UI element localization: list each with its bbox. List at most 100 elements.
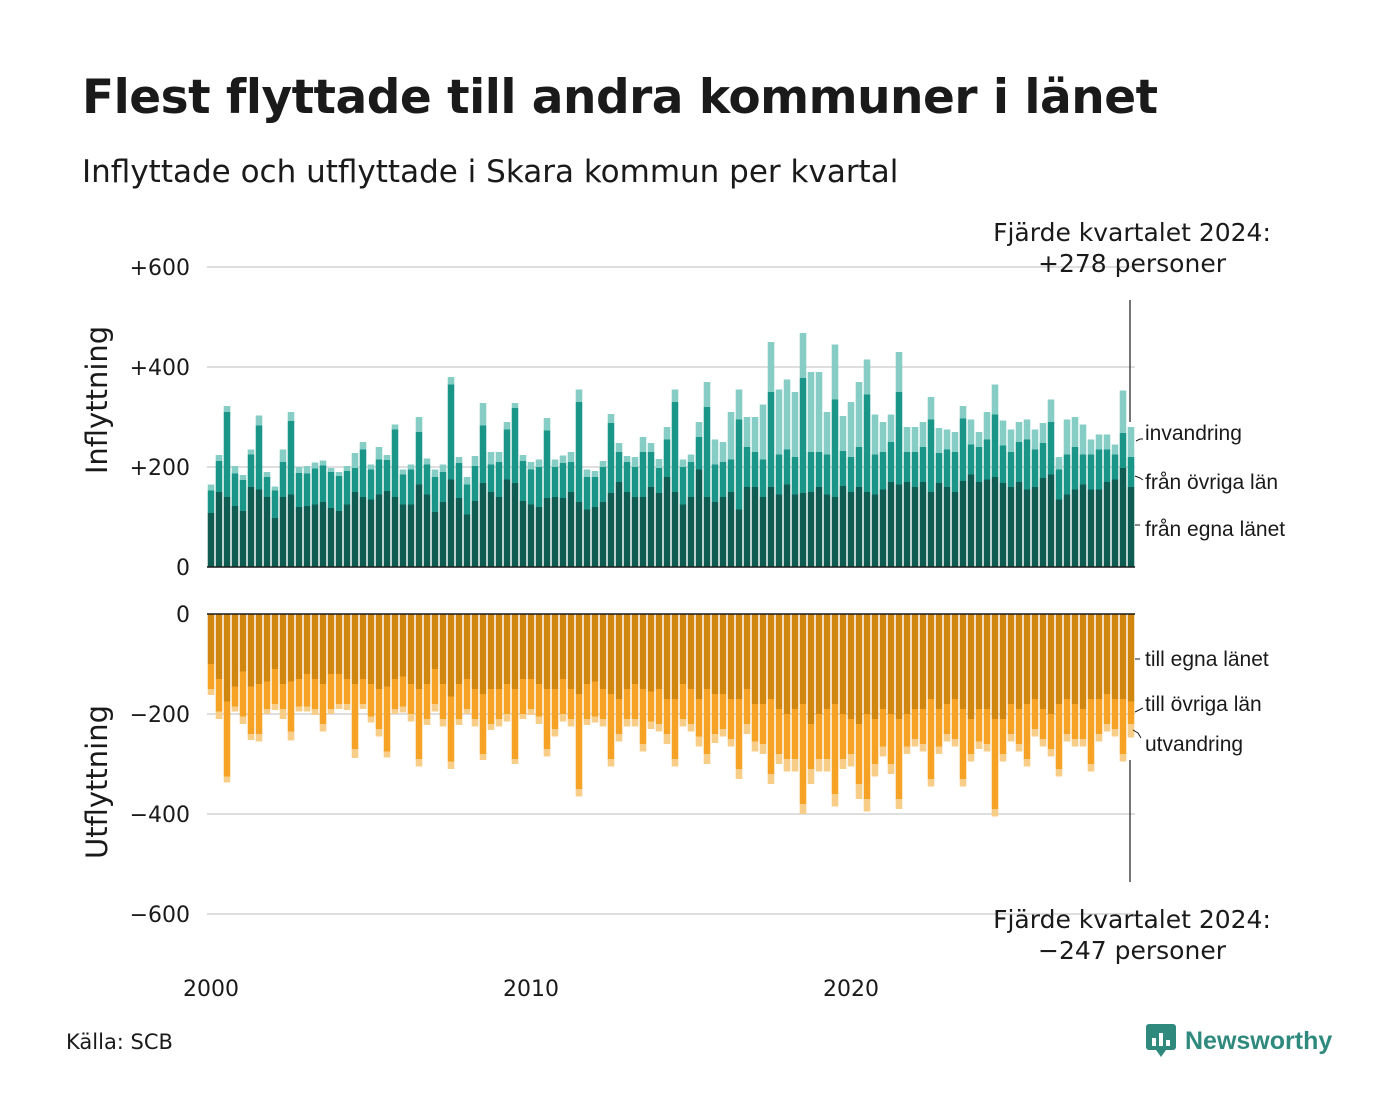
outflow-bar-segment (1119, 614, 1127, 699)
outflow-bar-segment (375, 729, 383, 737)
chart-title: Flest flyttade till andra kommuner i län… (82, 70, 1158, 125)
inflow-bar-segment (391, 429, 399, 497)
outflow-bar-segment (231, 614, 239, 687)
outflow-bar-segment (943, 614, 951, 704)
inflow-bar-segment (407, 504, 415, 567)
inflow-bar-segment (439, 464, 447, 472)
outflow-bar-segment (751, 614, 759, 704)
outflow-bar-segment (239, 716, 247, 724)
inflow-bar-segment (831, 344, 839, 400)
outflow-bar-segment (303, 614, 311, 674)
inflow-bar-segment (1071, 447, 1079, 490)
inflow-bar-segment (383, 491, 391, 567)
inflow-bar-segment (1087, 439, 1095, 455)
outflow-bar-segment (847, 719, 855, 754)
outflow-bar-segment (719, 614, 727, 694)
outflow-bar-segment (1007, 614, 1015, 704)
inflow-bar-segment (615, 452, 623, 482)
y-tick-label: +400 (130, 356, 190, 381)
outflow-bar-segment (1103, 724, 1111, 732)
outflow-bar-segment (903, 746, 911, 754)
y-tick-label: +600 (130, 256, 190, 281)
outflow-bar-segment (1087, 699, 1095, 764)
outflow-bar-segment (263, 681, 271, 709)
inflow-bar-segment (703, 407, 711, 497)
inflow-bar-segment (807, 452, 815, 492)
outflow-bar-segment (463, 679, 471, 709)
outflow-bar-segment (991, 614, 999, 719)
outflow-bar-segment (311, 614, 319, 679)
inflow-bar-segment (343, 504, 351, 567)
outflow-bar-segment (1023, 759, 1031, 767)
inflow-bar-segment (1119, 390, 1127, 433)
outflow-bar-segment (1007, 704, 1015, 734)
outflow-bar-segment (559, 614, 567, 679)
inflow-bar-segment (335, 511, 343, 567)
inflow-bar-segment (711, 502, 719, 567)
outflow-bar-segment (263, 709, 271, 714)
outflow-bar-segment (1047, 714, 1055, 749)
inflow-bar-segment (263, 497, 271, 567)
outflow-bar-segment (911, 709, 919, 739)
outflow-bar-segment (583, 614, 591, 684)
outflow-bar-segment (231, 686, 239, 707)
outflow-bar-segment (1103, 694, 1111, 724)
inflow-bar-segment (319, 460, 327, 466)
inflow-bar-segment (911, 427, 919, 452)
inflow-bar-segment (935, 483, 943, 567)
inflow-bar-segment (943, 429, 951, 450)
outflow-bar-segment (1031, 729, 1039, 737)
outflow-bar-segment (823, 759, 831, 772)
inflow-bar-segment (879, 422, 887, 452)
inflow-bar-segment (559, 498, 567, 567)
newsworthy-logo-icon (1146, 1024, 1176, 1057)
outflow-bar-segment (1087, 764, 1095, 772)
inflow-bar-segment (487, 452, 495, 465)
outflow-bar-segment (783, 614, 791, 714)
outflow-bar-segment (727, 739, 735, 747)
outflow-bar-segment (831, 794, 839, 807)
outflow-bar-segment (615, 734, 623, 742)
label-invandring: invandring (1145, 422, 1242, 445)
outflow-bar-segment (1039, 709, 1047, 739)
outflow-bar-segment (735, 769, 743, 779)
outflow-bar-segment (639, 614, 647, 689)
inflow-bar-segment (519, 461, 527, 501)
outflow-bar-segment (415, 689, 423, 759)
inflow-bar-segment (239, 511, 247, 567)
outflow-bar-segment (679, 719, 687, 727)
outflow-bar-segment (663, 699, 671, 734)
inflow-bar-segment (599, 467, 607, 502)
outflow-bar-segment (663, 734, 671, 744)
inflow-bars (207, 333, 1135, 567)
inflow-bar-segment (1063, 419, 1071, 455)
inflow-bar-segment (663, 439, 671, 477)
outflow-bar-segment (439, 684, 447, 719)
outflow-bar-segment (1063, 699, 1071, 734)
inflow-bar-segment (711, 439, 719, 465)
outflow-bar-segment (895, 614, 903, 719)
outflow-bar-segment (759, 614, 767, 704)
inflow-bar-segment (567, 452, 575, 462)
outflow-bar-segment (871, 764, 879, 777)
inflow-bar-segment (319, 502, 327, 567)
inflow-bar-segment (655, 468, 663, 493)
outflow-bar-segment (351, 614, 359, 684)
outflow-bar-segment (223, 776, 231, 783)
outflow-bar-segment (655, 689, 663, 724)
outflow-bar-segment (919, 614, 927, 709)
inflow-bar-segment (583, 469, 591, 477)
inflow-bar-segment (423, 494, 431, 567)
inflow-bar-segment (263, 477, 271, 497)
outflow-bar-segment (967, 719, 975, 754)
label-fran-egna-lanet: från egna länet (1145, 518, 1285, 541)
leader-invandring (1135, 438, 1143, 442)
y-tick-label: +200 (130, 456, 190, 481)
outflow-bar-segment (223, 614, 231, 702)
outflow-bar-segment (519, 614, 527, 679)
inflow-bar-segment (391, 424, 399, 430)
inflow-bar-segment (535, 459, 543, 467)
inflow-bar-segment (695, 422, 703, 437)
outflow-bar-segment (503, 714, 511, 722)
outflow-bar-segment (311, 679, 319, 709)
